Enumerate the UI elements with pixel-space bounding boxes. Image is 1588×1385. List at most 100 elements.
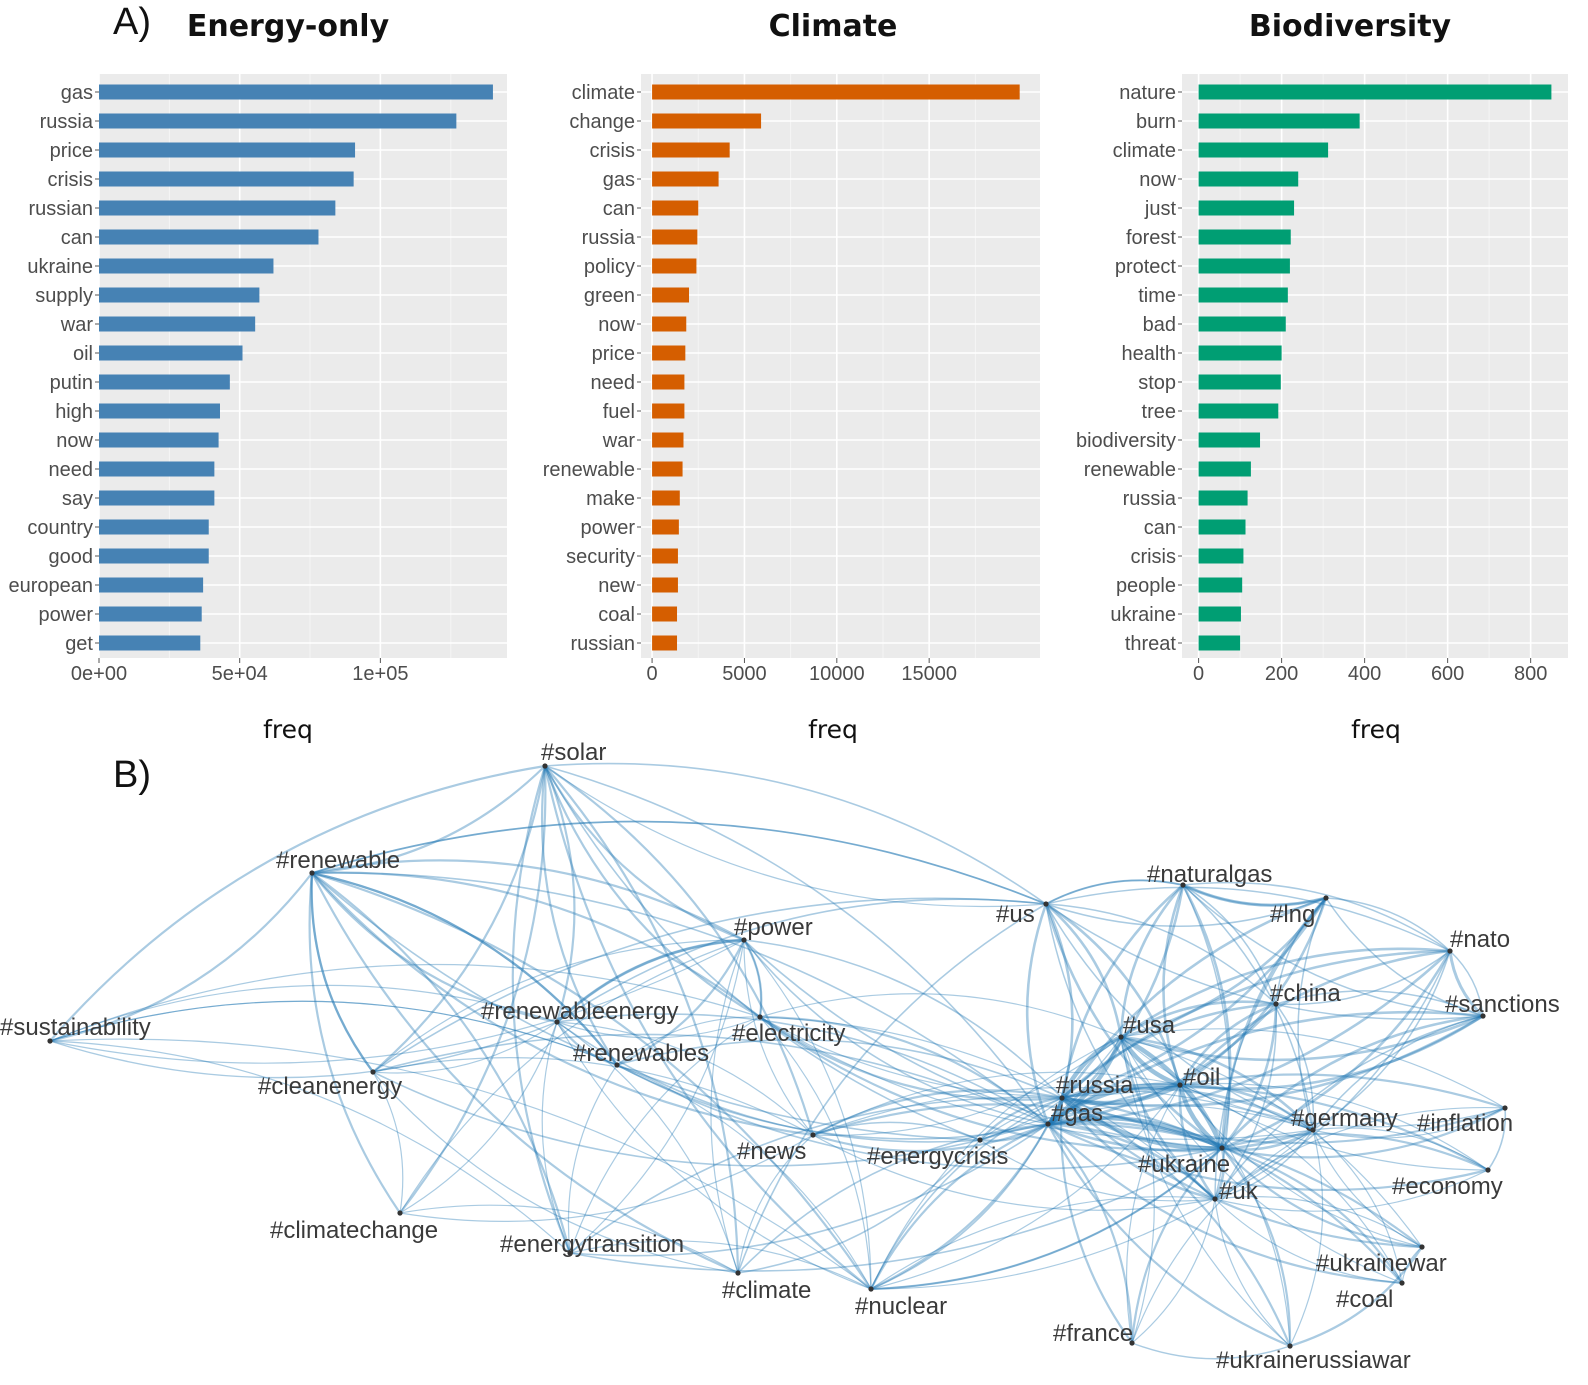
edge-france-germany [1131, 1129, 1314, 1344]
edge-renewableenergy-energycrisis [556, 1021, 981, 1143]
node-label-renewables: #renewables [573, 1040, 709, 1067]
edge-gas-nato [1047, 950, 1451, 1126]
chart-title-biodiversity: Biodiversity [1249, 9, 1452, 44]
edge-solar-power [544, 765, 745, 942]
edge-oil-germany [1179, 1083, 1314, 1132]
edge-sustainability-renewables [49, 1000, 618, 1066]
bar-war [652, 432, 684, 448]
category-label-supply: supply [35, 285, 93, 307]
x-tick-label: 1e+05 [352, 663, 408, 685]
category-label-renewable: renewable [1084, 459, 1176, 481]
edge-news-gas [812, 1122, 1049, 1153]
edge-solar-news [544, 765, 815, 1136]
edge-news-oil [812, 1071, 1181, 1136]
edge-electricity-russia [759, 1016, 1063, 1101]
edge-ukraine-lng [1220, 897, 1327, 1149]
edge-power-ukraine [743, 939, 1223, 1149]
x-tick-label: 5e+04 [212, 663, 268, 685]
edge-oil-uk [1178, 1084, 1217, 1200]
edge-nuclear-ukraine [870, 1147, 1223, 1291]
node-label-renewableenergy: #renewableenergy [481, 998, 678, 1025]
edge-cleanenergy-news [372, 1057, 814, 1136]
bar-high [99, 403, 220, 419]
category-label-green: green [584, 285, 635, 307]
node-label-climatechange: #climatechange [270, 1217, 438, 1244]
edge-france-oil [1125, 1084, 1181, 1344]
edge-china-sanctions [1275, 990, 1484, 1017]
edge-usa-lng [1120, 897, 1328, 1039]
category-label-now: now [1139, 169, 1176, 191]
category-label-fuel: fuel [603, 401, 635, 423]
edge-energytransition-gas [569, 1123, 1049, 1257]
node-label-oil: #oil [1183, 1064, 1220, 1091]
bar-just [1198, 200, 1295, 216]
edge-nuclear-ukraine [870, 1147, 1223, 1290]
category-label-coal: coal [598, 604, 635, 626]
category-label-can: can [603, 198, 635, 220]
edge-solar-energytransition [511, 765, 572, 1254]
x-tick-label: 15000 [901, 663, 957, 685]
node-label-naturalgas: #naturalgas [1147, 861, 1272, 888]
bar-crisis [99, 171, 354, 187]
bar-european [99, 577, 204, 593]
node-power [741, 937, 747, 943]
bar-gas [99, 84, 493, 100]
node-label-gas: #gas [1051, 1100, 1103, 1127]
category-label-power: power [581, 517, 636, 539]
node-label-france: #france [1053, 1320, 1133, 1347]
bar-renewable [1198, 461, 1251, 477]
bar-stop [1198, 374, 1281, 390]
bar-threat [1198, 635, 1241, 651]
edge-ukraine-oil [1177, 1084, 1224, 1150]
edge-uk-naturalgas [1182, 884, 1231, 1200]
edge-gas-germany [1047, 1122, 1314, 1153]
category-label-can: can [61, 227, 93, 249]
edge-renewables-electricity [616, 1016, 761, 1066]
bar-bad [1198, 316, 1286, 332]
edge-france-ukrainerussiawar [1131, 1342, 1291, 1360]
plot-background-biodiversity [1182, 74, 1568, 658]
edge-ukrainerussiawar-ukraine [1221, 1147, 1292, 1347]
edge-usa-oil [1119, 1035, 1181, 1088]
bar-power [652, 519, 679, 535]
edge-renewable-cleanenergy [310, 872, 374, 1073]
edge-us-china [1045, 903, 1277, 1005]
edge-energytransition-nuclear [569, 1240, 872, 1290]
edge-renewableenergy-climatechange [399, 1021, 558, 1214]
edge-power-sustainability [49, 939, 745, 1064]
node-label-china: #china [1270, 980, 1341, 1007]
edge-germany-china [1275, 1003, 1315, 1131]
edge-gas-oil [1046, 1082, 1181, 1126]
edge-power-energytransition [569, 939, 745, 1254]
node-label-nuclear: #nuclear [855, 1293, 947, 1320]
node-label-power: #power [734, 914, 813, 941]
edge-china-nato [1275, 950, 1451, 1006]
bar-chart-climate: Climate 0 5000 10000 15000 climate change cris… [543, 9, 1040, 744]
edge-news-ukraine [812, 1103, 1223, 1150]
edge-solar-nuclear [543, 765, 872, 1290]
category-label-russia: russia [1123, 488, 1177, 510]
edge-russia-germany [1061, 1087, 1314, 1132]
edge-ukraine-china [1221, 1003, 1278, 1149]
edge-renewable-energytransition [311, 872, 572, 1254]
node-label-sustainability: #sustainability [0, 1014, 151, 1041]
edge-naturalgas-sanctions [1182, 884, 1484, 1017]
edge-sanctions-nato [1448, 950, 1485, 1018]
bar-tree [1198, 403, 1279, 419]
edge-germany-us [1045, 903, 1314, 1131]
category-label-crisis: crisis [1130, 546, 1176, 568]
bar-russian [652, 635, 678, 651]
edge-renewable-climatechange [308, 872, 401, 1214]
bar-now [652, 316, 687, 332]
edge-ukraine-uk [1213, 1147, 1225, 1200]
edge-solar-renewables [540, 765, 618, 1066]
edge-cleanenergy-climate [372, 1071, 739, 1274]
edge-energycrisis-oil [979, 1083, 1181, 1141]
edge-sanctions-lng [1325, 897, 1484, 1017]
edge-climate-gas [737, 1123, 1049, 1274]
edge-renewable-news [311, 872, 814, 1137]
category-label-say: say [62, 488, 93, 510]
edge-power-nuclear [743, 939, 872, 1290]
edge-inflation-oil [1179, 1084, 1506, 1128]
